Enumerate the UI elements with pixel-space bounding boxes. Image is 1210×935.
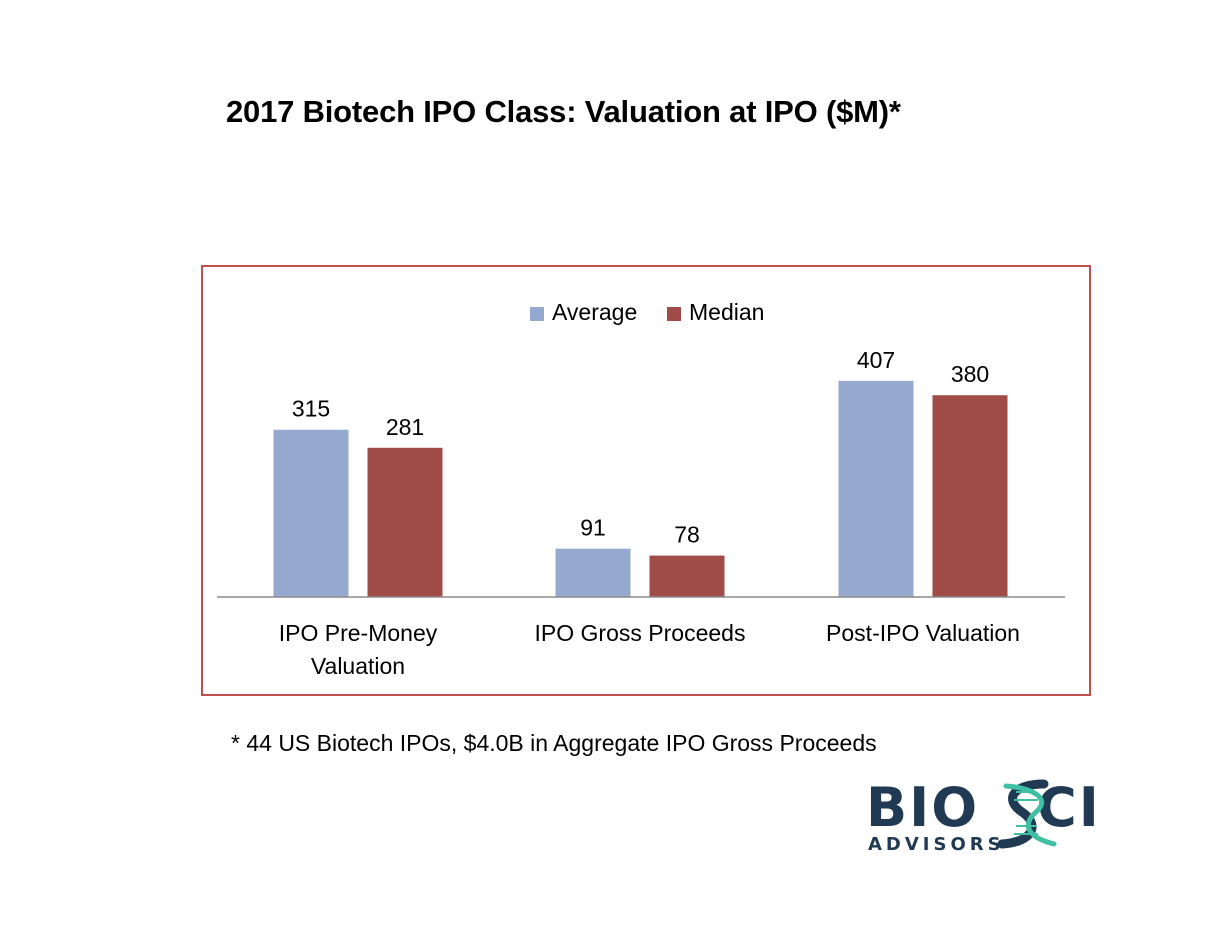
logo-subtitle: ADVISORS [868, 834, 1005, 855]
biosci-advisors-logo: BIO CI ADVISORS [866, 778, 1126, 858]
bar-average-0 [273, 429, 349, 597]
dna-helix-icon [997, 779, 1057, 849]
category-label-line: Valuation [311, 653, 405, 679]
legend-label-average: Average [552, 299, 637, 325]
data-label-average-2: 407 [857, 347, 895, 373]
legend-swatch-median [667, 307, 681, 321]
bar-chart: Average Median 315 281 IPO Pre-Money Valuatio… [217, 299, 1065, 679]
category-label-line: IPO Pre-Money [279, 620, 438, 646]
logo-word-right: CI [1037, 776, 1101, 839]
logo-word-left: BIO [866, 776, 980, 839]
category-label-0: IPO Pre-Money Valuation [279, 620, 438, 679]
data-label-median-2: 380 [951, 361, 989, 387]
category-label-1: IPO Gross Proceeds [535, 620, 746, 646]
bar-average-2 [838, 380, 914, 597]
data-label-median-1: 78 [674, 522, 700, 548]
chart-frame: Average Median 315 281 IPO Pre-Money Valuatio… [201, 265, 1091, 696]
data-label-average-1: 91 [580, 515, 606, 541]
legend-swatch-average [530, 307, 544, 321]
footnote: * 44 US Biotech IPOs, $4.0B in Aggregate… [231, 730, 877, 756]
bar-average-1 [555, 548, 631, 597]
data-label-median-0: 281 [386, 414, 424, 440]
legend-label-median: Median [689, 299, 764, 325]
page-title: 2017 Biotech IPO Class: Valuation at IPO… [226, 94, 901, 129]
logo-wordmark: BIO CI [866, 778, 1101, 838]
bar-median-1 [649, 555, 725, 597]
category-label-line: Post-IPO Valuation [826, 620, 1020, 646]
data-label-average-0: 315 [292, 396, 330, 422]
category-label-line: IPO Gross Proceeds [535, 620, 746, 646]
bar-median-0 [367, 447, 443, 597]
bar-median-2 [932, 395, 1008, 597]
category-label-2: Post-IPO Valuation [826, 620, 1020, 646]
